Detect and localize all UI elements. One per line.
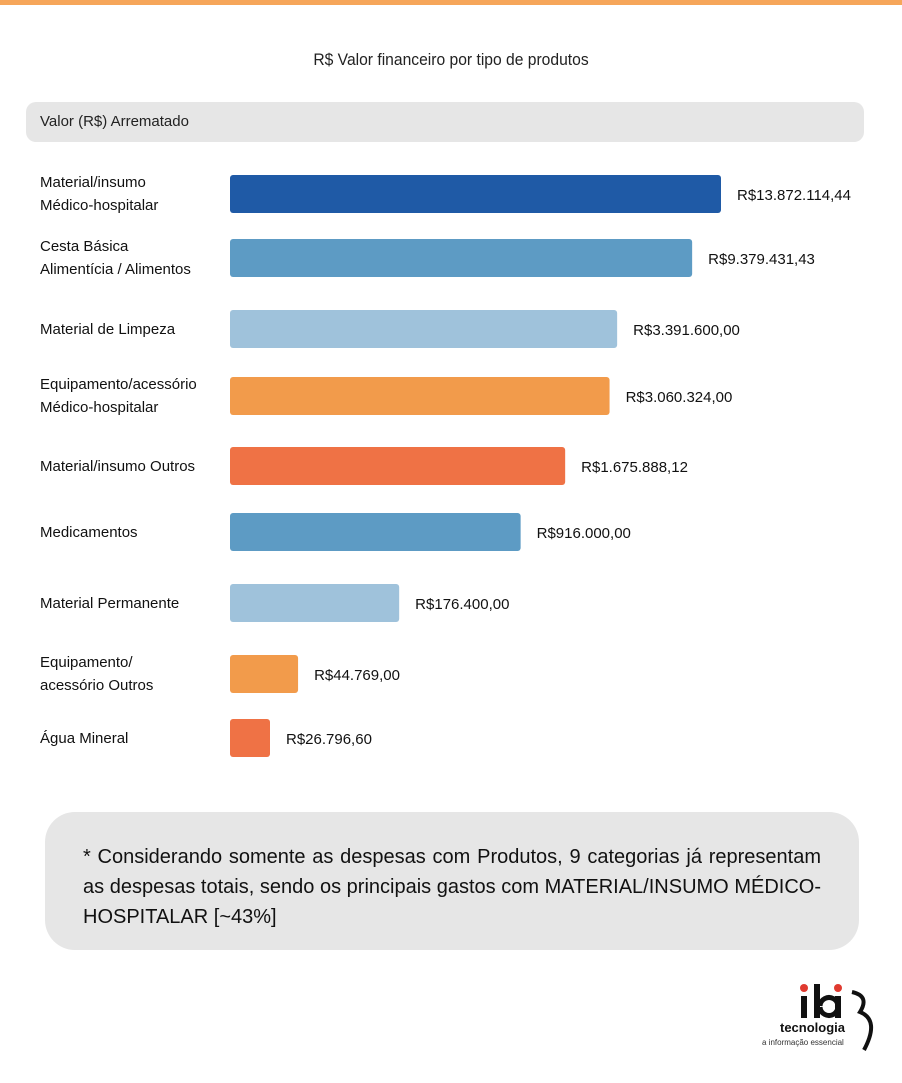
- logo-subtitle: tecnologia: [780, 1020, 846, 1035]
- category-label-7: Equipamento/ acessório Outros: [40, 654, 154, 694]
- category-label-1: Cesta Básica Alimentícia / Alimentos: [40, 238, 191, 278]
- bar-2: [230, 310, 618, 348]
- chart-title: R$ Valor financeiro por tipo de produtos: [313, 50, 589, 69]
- value-label-6: R$176.400,00: [415, 596, 509, 613]
- category-label-6: Material Permanente: [40, 594, 180, 612]
- top-accent-bar: [0, 0, 902, 5]
- value-label-5: R$916.000,00: [537, 525, 631, 542]
- bar-8: [230, 719, 270, 757]
- bar-0: [230, 175, 721, 213]
- bar-chart: R$13.872.114,44 R$9.379.431,43 R$3.391.600…: [230, 175, 851, 757]
- category-label-8: Água Mineral: [40, 729, 129, 747]
- logo-tagline: a informação essencial: [762, 1038, 844, 1047]
- value-label-8: R$26.796,60: [286, 731, 372, 748]
- category-label-2: Material de Limpeza: [40, 320, 176, 338]
- bar-7: [230, 655, 299, 693]
- bar-3: [230, 377, 610, 415]
- note-text: * Considerando somente as despesas com P…: [83, 846, 821, 928]
- series-header: Valor (R$) Arrematado: [26, 102, 864, 142]
- note-box: * Considerando somente as despesas com P…: [45, 812, 859, 950]
- bar-6: [230, 584, 400, 622]
- bar-5: [230, 513, 521, 551]
- value-label-3: R$3.060.324,00: [626, 389, 733, 406]
- category-label-0: Material/insumo Médico-hospitalar: [40, 174, 159, 214]
- value-label-4: R$1.675.888,12: [581, 459, 688, 476]
- value-label-2: R$3.391.600,00: [633, 322, 740, 339]
- category-label-5: Medicamentos: [40, 523, 138, 541]
- value-label-1: R$9.379.431,43: [708, 251, 815, 268]
- brand-logo: tecnologia a informação essencial: [752, 982, 882, 1062]
- category-label-4: Material/insumo Outros: [40, 457, 196, 475]
- bar-1: [230, 239, 693, 277]
- bar-4: [230, 447, 566, 485]
- series-header-label: Valor (R$) Arrematado: [40, 113, 189, 130]
- category-label-3: Equipamento/acessório Médico-hospitalar: [40, 376, 197, 416]
- value-label-7: R$44.769,00: [314, 667, 400, 684]
- value-label-0: R$13.872.114,44: [737, 187, 851, 204]
